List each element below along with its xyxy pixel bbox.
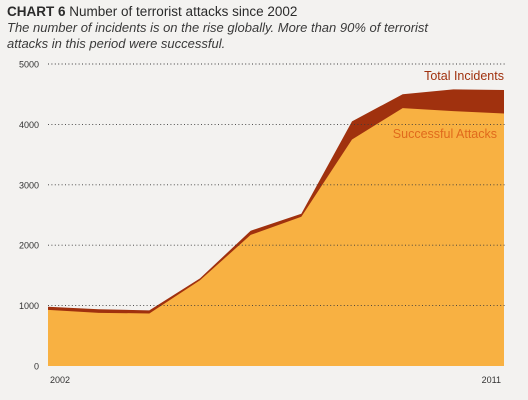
y-tick-label-3000: 3000 — [19, 180, 39, 190]
y-tick-label-5000: 5000 — [19, 60, 39, 70]
y-tick-label-1000: 1000 — [19, 301, 39, 311]
chart-header: CHART 6 Number of terrorist attacks sinc… — [7, 3, 522, 52]
x-tick-label-2011: 2011 — [482, 375, 501, 385]
x-tick-label-2002: 2002 — [50, 375, 70, 385]
y-tick-label-4000: 4000 — [19, 120, 39, 130]
chart-title: CHART 6 Number of terrorist attacks sinc… — [7, 3, 522, 20]
chart-number: CHART 6 — [7, 4, 66, 19]
chart-title-text: Number of terrorist attacks since 2002 — [69, 4, 298, 19]
successful-attacks-label: Successful Attacks — [393, 127, 497, 141]
successful-attacks-area — [48, 108, 504, 366]
y-tick-label-2000: 2000 — [19, 241, 39, 251]
chart-subtitle-line-1: The number of incidents is on the rise g… — [7, 20, 429, 35]
chart-subtitle-line-2: attacks in this period were successful. — [7, 36, 226, 51]
y-tick-label-0: 0 — [34, 362, 39, 372]
total-incidents-label: Total Incidents — [424, 69, 504, 83]
